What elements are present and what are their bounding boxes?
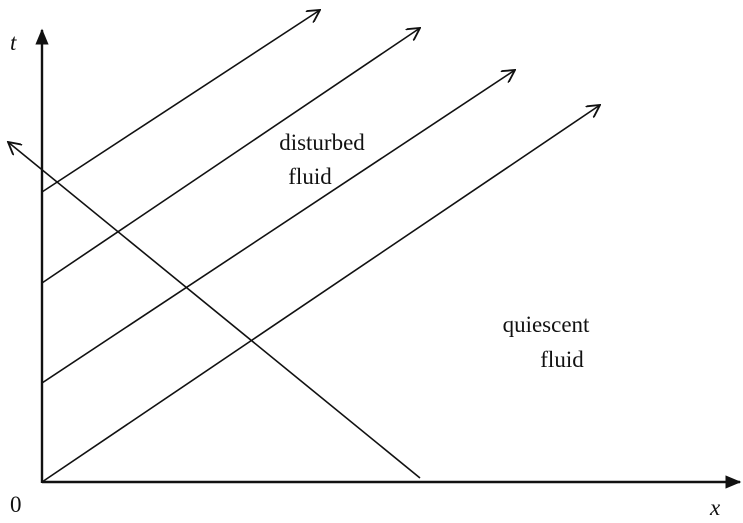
x-label: x xyxy=(709,495,721,520)
characteristic-line xyxy=(41,70,515,384)
characteristic-line xyxy=(41,28,420,284)
region-label: fluid xyxy=(288,164,332,189)
region-label: disturbed xyxy=(279,130,365,155)
region-label: quiescent xyxy=(503,312,590,337)
region-label: fluid xyxy=(540,347,584,372)
characteristic-line xyxy=(41,105,600,483)
characteristics xyxy=(8,10,600,483)
wave-path xyxy=(8,142,421,479)
axes xyxy=(35,28,742,489)
t-label: t xyxy=(10,30,17,55)
origin-label: 0 xyxy=(10,492,22,517)
characteristic-line xyxy=(41,10,320,193)
